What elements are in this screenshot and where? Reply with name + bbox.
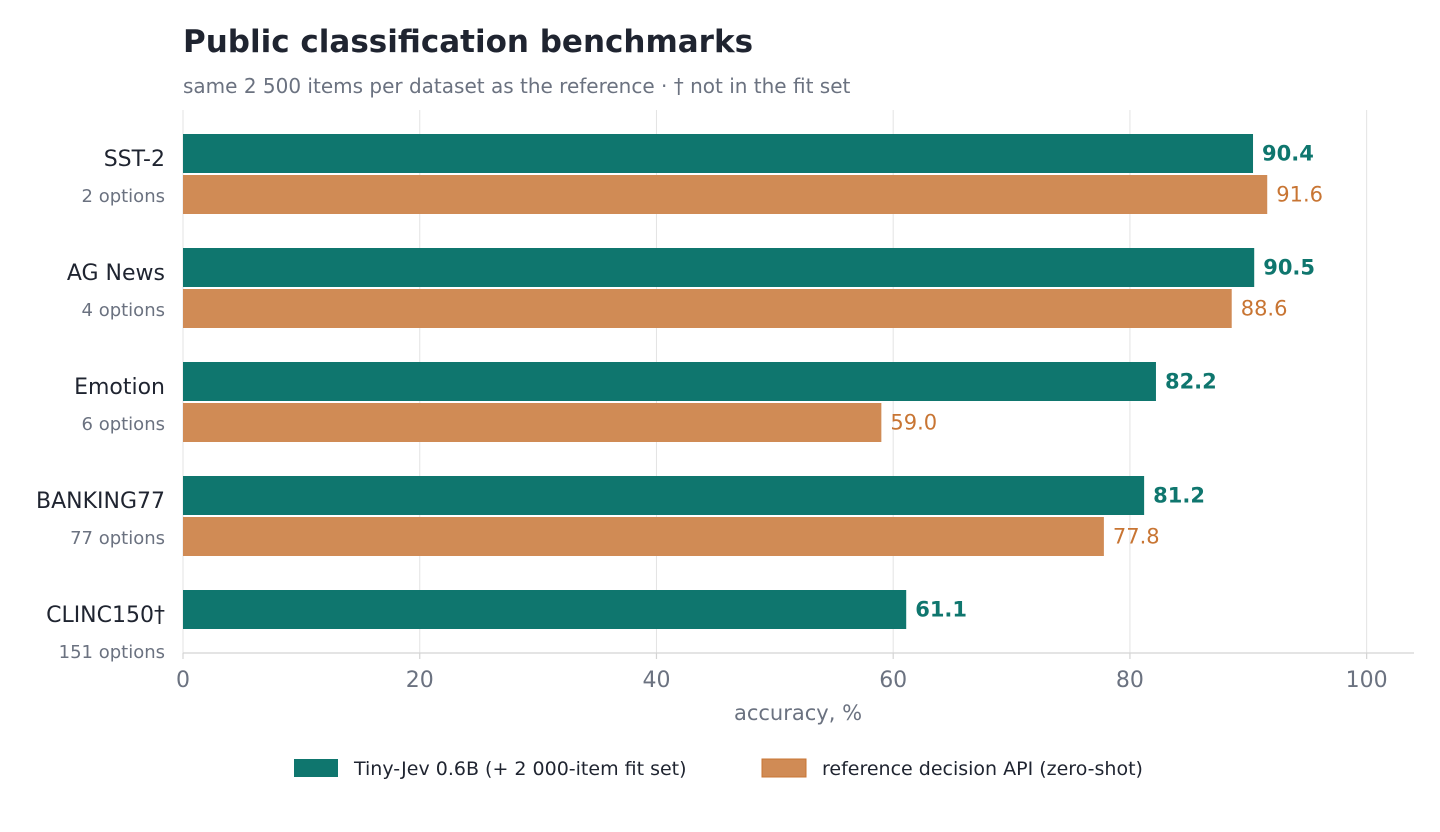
x-tick-label: 0: [176, 668, 190, 693]
category-options-label: 4 options: [82, 300, 165, 321]
x-tick-label: 60: [879, 668, 907, 693]
category-label: SST-2: [104, 147, 165, 172]
x-tick-label: 20: [406, 668, 434, 693]
bars: 90.4 91.6 90.5 88.6 82.2 59.0 81.2 77.8 61.1: [183, 134, 1323, 629]
bar-value-label: 91.6: [1276, 183, 1323, 207]
bar-value-label: 81.2: [1153, 484, 1205, 508]
bar-reference: [183, 517, 1104, 556]
bar-reference: [183, 175, 1268, 214]
category-options-label: 2 options: [82, 186, 165, 207]
x-axis: 0 20 40 60 80 100: [176, 652, 1414, 693]
legend-label: Tiny-Jev 0.6B (+ 2 000-item fit set): [353, 758, 687, 780]
chart-subtitle: same 2 500 items per dataset as the refe…: [183, 74, 850, 98]
bar-reference: [183, 289, 1232, 328]
category-label: BANKING77: [36, 489, 165, 514]
x-tick-label: 100: [1346, 668, 1388, 693]
bar-value-label: 61.1: [915, 598, 967, 622]
bar-value-label: 82.2: [1165, 370, 1217, 394]
bar-value-label: 90.5: [1263, 256, 1315, 280]
x-axis-label: accuracy, %: [734, 701, 862, 725]
category-label: CLINC150†: [46, 603, 165, 628]
category-options-label: 151 options: [59, 642, 165, 663]
legend-swatch: [761, 758, 807, 778]
bar-value-label: 88.6: [1241, 297, 1288, 321]
chart-title: Public classification benchmarks: [183, 24, 753, 60]
bar-reference: [183, 403, 882, 442]
legend: Tiny-Jev 0.6B (+ 2 000-item fit set) refe…: [294, 758, 1143, 780]
bar-primary: [183, 476, 1145, 515]
category-labels: SST-2 2 options AG News 4 options Emotion 6 o…: [36, 147, 165, 663]
x-tick-label: 80: [1116, 668, 1144, 693]
bar-primary: [183, 134, 1254, 173]
category-label: AG News: [67, 261, 165, 286]
bar-value-label: 59.0: [890, 411, 937, 435]
bar-primary: [183, 248, 1255, 287]
category-label: Emotion: [74, 375, 165, 400]
legend-swatch: [294, 759, 338, 777]
bar-primary: [183, 362, 1156, 401]
bar-primary: [183, 590, 907, 629]
category-options-label: 6 options: [82, 414, 165, 435]
category-options-label: 77 options: [70, 528, 165, 549]
bar-value-label: 77.8: [1113, 525, 1160, 549]
legend-label: reference decision API (zero-shot): [822, 758, 1143, 780]
x-tick-label: 40: [642, 668, 670, 693]
bar-value-label: 90.4: [1262, 142, 1314, 166]
